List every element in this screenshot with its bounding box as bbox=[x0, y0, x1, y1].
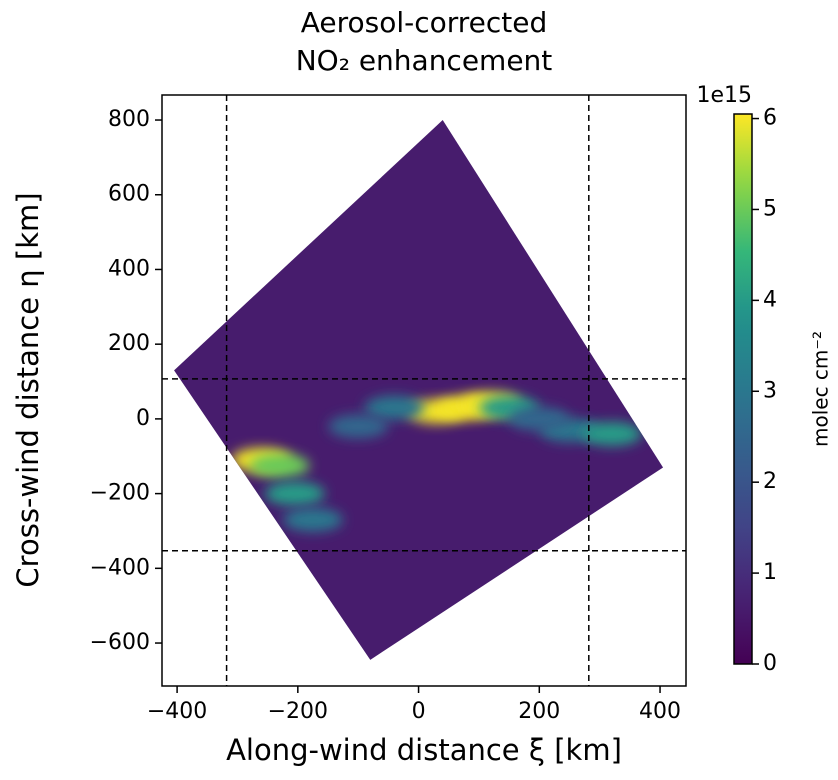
colorbar bbox=[733, 113, 753, 665]
y-axis-label: Cross-wind distance η [km] bbox=[11, 192, 45, 587]
colorbar-tick-label: 0 bbox=[763, 651, 777, 676]
x-tick-label: 0 bbox=[412, 699, 426, 724]
hotspot bbox=[364, 395, 425, 420]
y-tick-label: 200 bbox=[108, 331, 150, 356]
colorbar-tick-label: 3 bbox=[763, 378, 777, 403]
hotspot bbox=[282, 507, 343, 532]
y-tick-label: 400 bbox=[108, 256, 150, 281]
y-tick-label: −400 bbox=[90, 555, 150, 580]
colorbar-tick-label: 1 bbox=[763, 560, 777, 585]
hotspots bbox=[231, 391, 642, 532]
swath bbox=[174, 120, 664, 660]
y-tick-label: 0 bbox=[136, 406, 150, 431]
y-tick-label: 800 bbox=[108, 107, 150, 132]
y-tick-label: 600 bbox=[108, 182, 150, 207]
plot-frame bbox=[161, 94, 687, 687]
hotspot bbox=[328, 414, 389, 439]
colorbar-tick-label: 6 bbox=[763, 106, 777, 131]
x-tick-label: −400 bbox=[147, 699, 207, 724]
x-tick-label: 400 bbox=[639, 699, 681, 724]
x-tick-label: −200 bbox=[268, 699, 328, 724]
x-tick-label: 200 bbox=[518, 699, 560, 724]
hotspot bbox=[581, 421, 642, 446]
colorbar-tick-label: 2 bbox=[763, 469, 777, 494]
colorbar-tick-label: 4 bbox=[763, 287, 777, 312]
colorbar-offset: 1e15 bbox=[696, 83, 752, 108]
y-tick-label: −200 bbox=[90, 481, 150, 506]
chart-title: NO₂ enhancement bbox=[296, 44, 553, 77]
hotspot bbox=[509, 406, 570, 431]
y-tick-label: −600 bbox=[90, 630, 150, 655]
x-axis-label: Along-wind distance ξ [km] bbox=[226, 733, 622, 767]
colorbar-tick-label: 5 bbox=[763, 196, 777, 221]
hotspot bbox=[249, 453, 310, 478]
hotspot bbox=[264, 481, 325, 506]
colorbar-label: molec cm⁻² bbox=[809, 331, 833, 447]
chart-title: Aerosol-corrected bbox=[301, 6, 548, 39]
